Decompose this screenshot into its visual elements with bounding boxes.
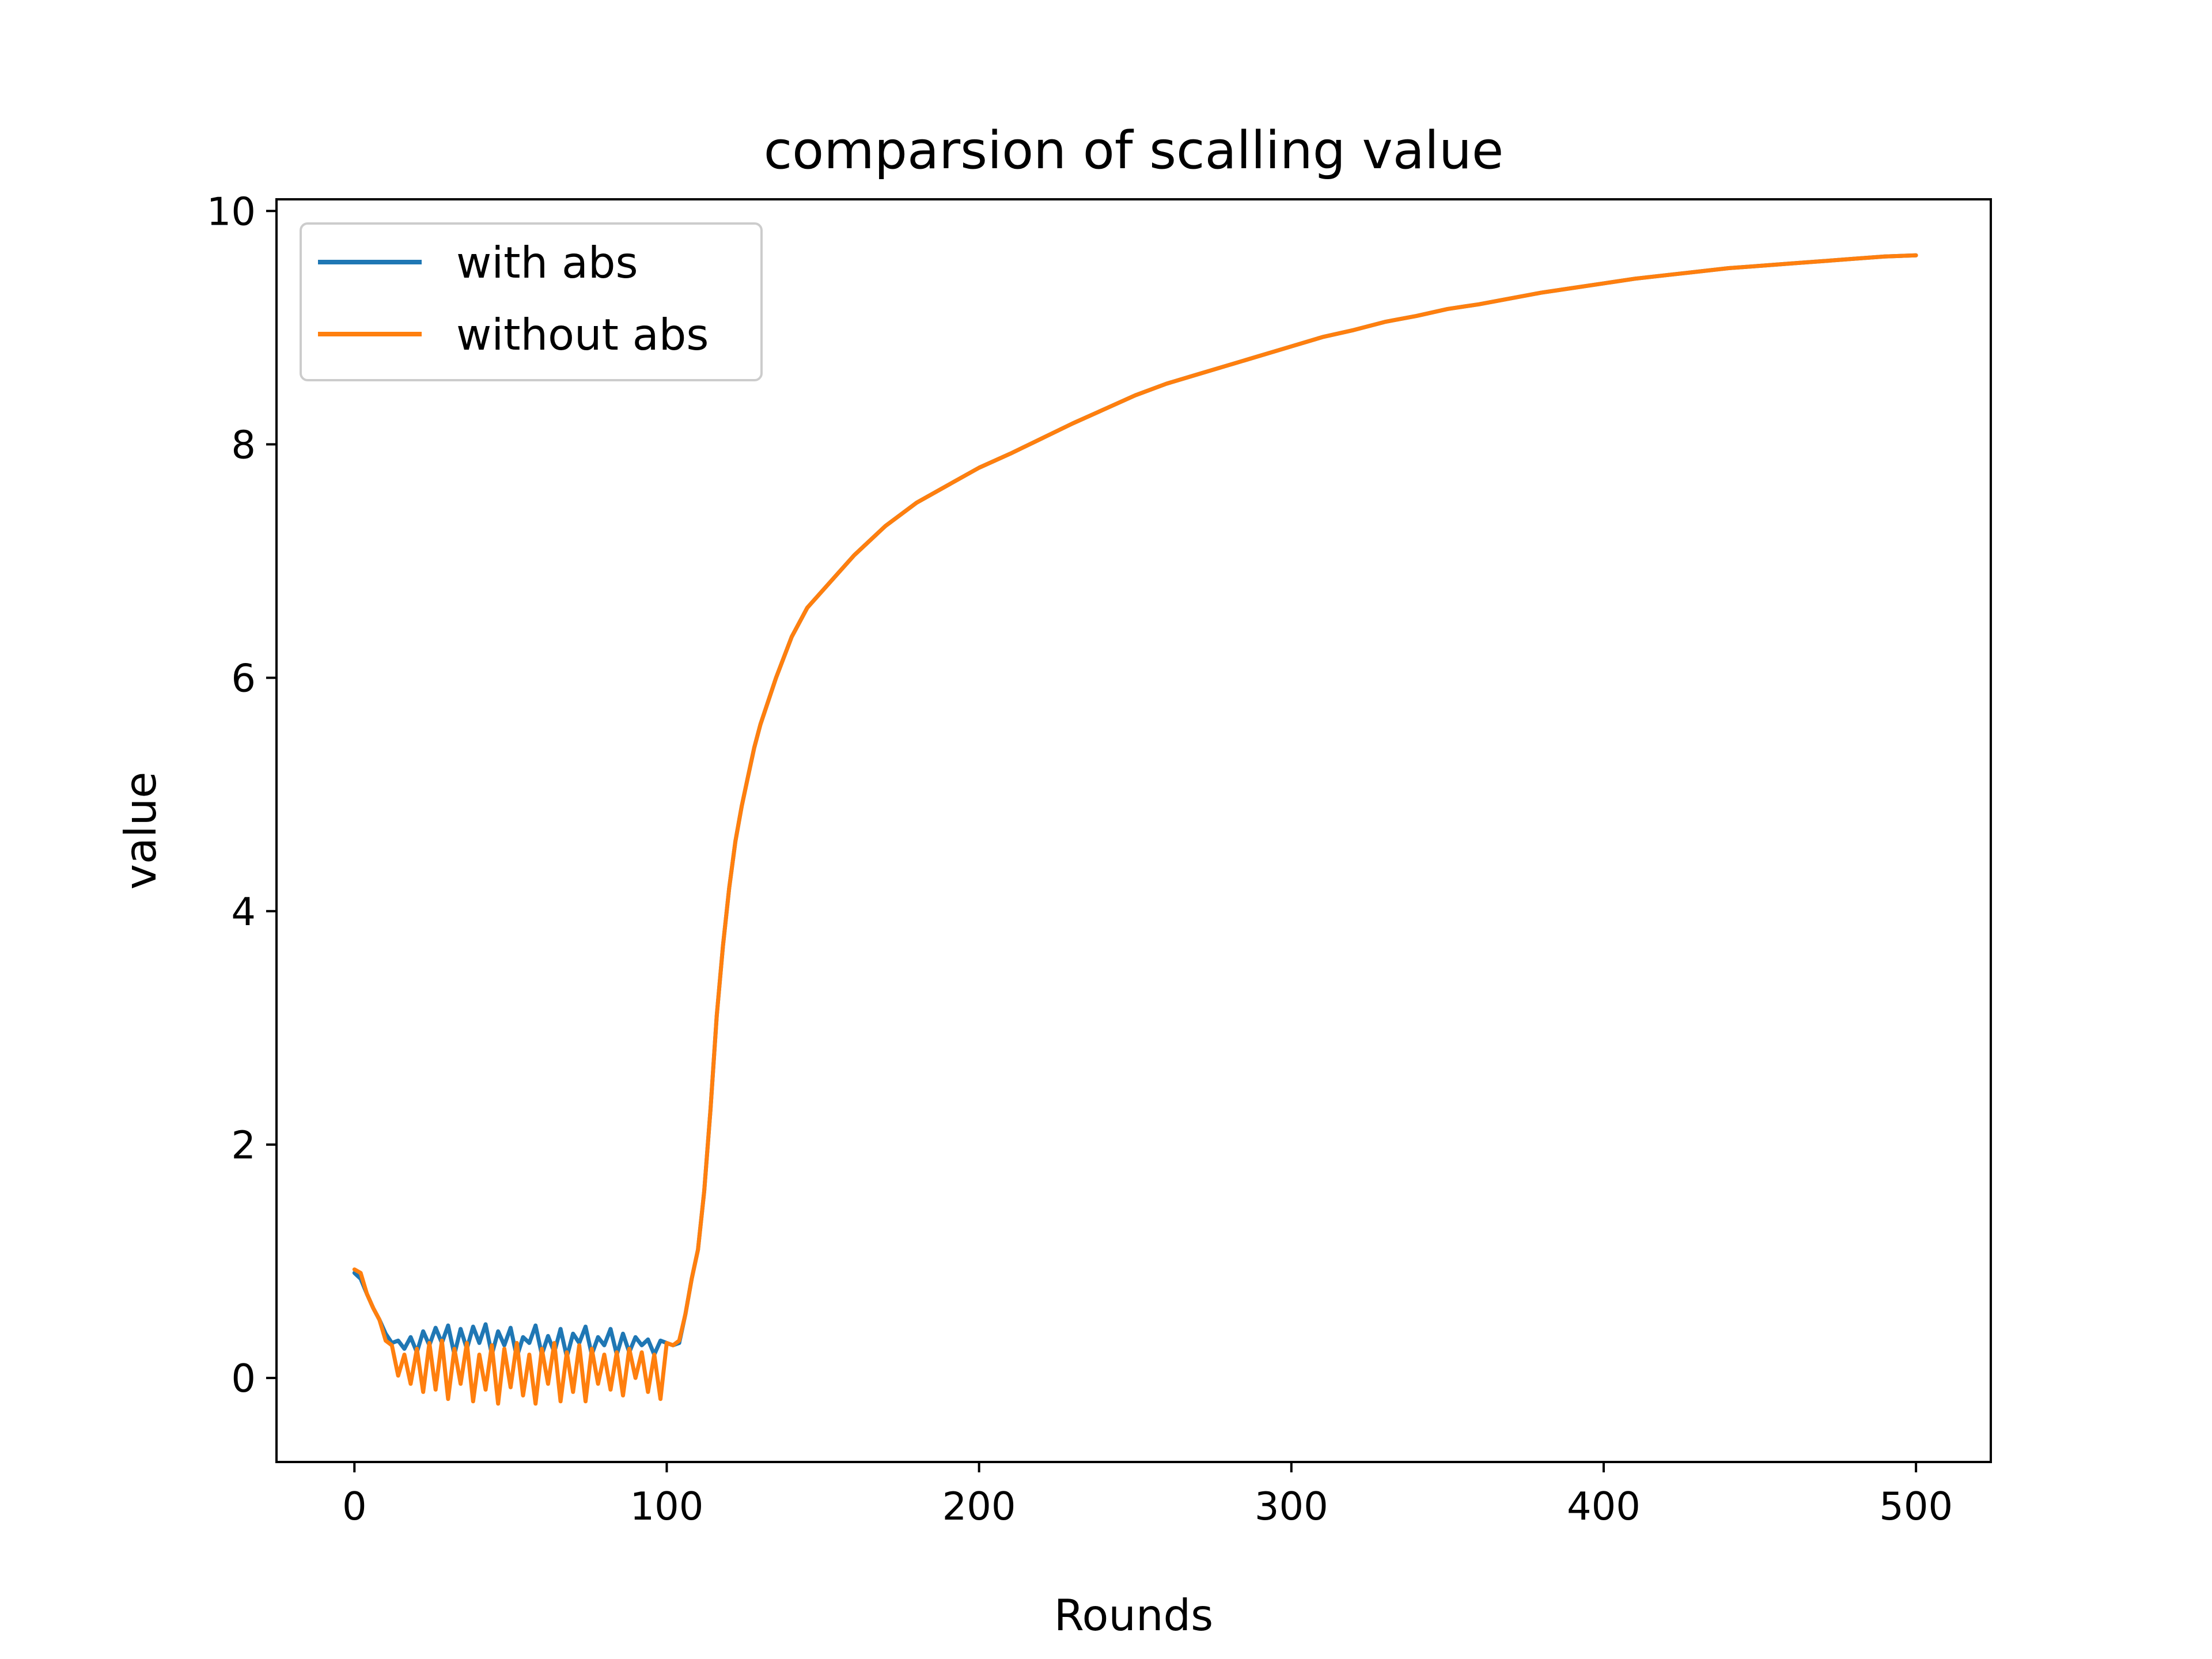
chart-title: comparsion of scalling value <box>764 120 1504 181</box>
x-tick-label: 200 <box>942 1484 1016 1529</box>
x-tick-label: 0 <box>342 1484 367 1529</box>
y-tick-label: 6 <box>231 656 256 701</box>
y-tick-label: 4 <box>231 889 256 934</box>
x-axis-label: Rounds <box>1054 1590 1213 1641</box>
legend: with abs without abs <box>300 222 763 381</box>
series-layer <box>352 253 1918 1406</box>
y-axis: 0 2 4 6 8 10 <box>207 189 276 1401</box>
y-tick-label: 8 <box>231 422 256 467</box>
legend-label-without-abs: without abs <box>456 309 709 360</box>
x-tick-label: 500 <box>1879 1484 1953 1529</box>
y-tick-label: 0 <box>231 1356 256 1401</box>
x-tick-label: 300 <box>1255 1484 1328 1529</box>
y-tick-label: 2 <box>231 1123 256 1168</box>
x-tick-label: 400 <box>1567 1484 1641 1529</box>
y-axis-label: value <box>115 772 166 890</box>
series-line-without-abs <box>352 253 1918 1406</box>
y-tick-label: 10 <box>207 189 256 234</box>
x-axis: 0 100 200 300 400 500 <box>342 1462 1953 1529</box>
axes-frame <box>275 198 1992 1463</box>
plot-area <box>276 199 1991 1462</box>
legend-label-with-abs: with abs <box>456 237 638 288</box>
x-tick-label: 100 <box>630 1484 704 1529</box>
